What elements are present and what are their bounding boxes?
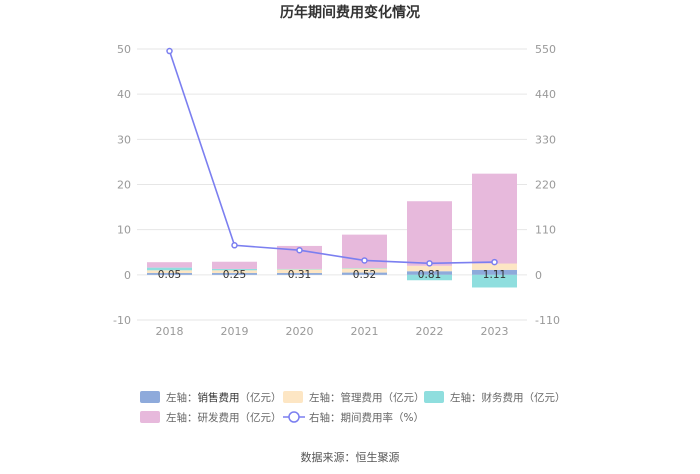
bar-财务费用-2023 <box>472 274 517 288</box>
legend: 左轴：销售费用（亿元） 左轴：管理费用（亿元） 左轴：财务费用（亿元） 左轴：研发费用… <box>140 391 566 424</box>
left-tick-label: 20 <box>117 179 131 192</box>
left-tick-label: 50 <box>117 43 131 56</box>
legend-label: 左轴：销售费用（亿元） <box>166 391 282 404</box>
bar-管理费用-2023 <box>472 263 517 270</box>
right-tick-label: 440 <box>535 88 556 101</box>
data-label: 0.52 <box>353 269 376 281</box>
left-axis: -10 0 10 20 30 40 50 <box>113 43 131 327</box>
bar-研发费用-2023 <box>472 173 517 264</box>
rate-point-2020 <box>296 246 303 254</box>
bar-销售费用-2021 <box>342 272 387 275</box>
legend-swatch-marker <box>288 411 300 423</box>
legend-swatch <box>283 391 303 403</box>
x-tick-label: 2020 <box>286 325 314 338</box>
legend-label: 左轴：研发费用（亿元） <box>166 411 282 424</box>
legend-swatch <box>140 411 160 423</box>
right-axis: -110 0 110 220 330 440 550 <box>535 43 560 327</box>
source-note: 数据来源：恒生聚源 <box>301 450 400 464</box>
data-labels: 0.05 0.25 0.31 0.52 0.81 1.11 <box>158 269 506 281</box>
legend-item-研发费用: 左轴：研发费用（亿元） <box>140 411 282 424</box>
rate-point-2023 <box>491 258 498 266</box>
legend-item-财务费用: 左轴：财务费用（亿元） <box>424 391 566 404</box>
bar-管理费用-2021 <box>342 268 387 273</box>
x-tick-label: 2018 <box>156 325 184 338</box>
right-tick-label: 330 <box>535 133 556 146</box>
bars <box>147 173 517 288</box>
bar-销售费用-2018 <box>147 273 192 275</box>
legend-swatch <box>140 391 160 403</box>
x-tick-label: 2021 <box>351 325 379 338</box>
left-tick-label: -10 <box>113 314 131 327</box>
bar-财务费用-2021 <box>342 268 387 269</box>
bar-销售费用-2023 <box>472 269 517 275</box>
rate-point-2018 <box>166 47 173 55</box>
left-tick-label: 40 <box>117 88 131 101</box>
bar-研发费用-2019 <box>212 261 257 269</box>
data-label: 1.11 <box>483 269 506 281</box>
grid <box>137 48 527 321</box>
bar-研发费用-2022 <box>407 201 452 266</box>
chart-title: 历年期间费用变化情况 <box>280 4 420 21</box>
rate-point-2019 <box>231 242 238 249</box>
x-axis: 2018 2019 2020 2021 2022 2023 <box>156 325 509 338</box>
right-tick-label: 110 <box>535 224 556 237</box>
rate-point-2022 <box>426 260 433 267</box>
x-tick-label: 2022 <box>416 325 444 338</box>
bar-管理费用-2018 <box>147 270 192 274</box>
right-tick-label: -110 <box>535 314 560 327</box>
right-tick-label: 550 <box>535 43 556 56</box>
right-tick-label: 220 <box>535 179 556 192</box>
data-label: 0.81 <box>418 269 441 281</box>
rate-line-path <box>168 50 495 265</box>
legend-label: 左轴：管理费用（亿元） <box>309 391 425 404</box>
right-tick-label: 0 <box>535 269 542 282</box>
legend-item-销售费用: 左轴：销售费用（亿元） <box>140 391 282 404</box>
data-label: 0.31 <box>288 269 311 281</box>
rate-line <box>166 47 498 267</box>
rate-point-2021 <box>361 257 368 264</box>
left-tick-label: 30 <box>117 133 131 146</box>
bar-财务费用-2020 <box>277 268 322 270</box>
x-tick-label: 2019 <box>221 325 249 338</box>
left-tick-label: 0 <box>124 269 131 282</box>
left-tick-label: 10 <box>117 224 131 237</box>
legend-swatch <box>424 391 444 403</box>
bar-销售费用-2020 <box>277 273 322 275</box>
bar-管理费用-2020 <box>277 269 322 274</box>
x-tick-label: 2023 <box>481 325 509 338</box>
bar-研发费用-2018 <box>147 262 192 268</box>
legend-label: 右轴：期间费用率（%） <box>309 411 424 424</box>
bar-销售费用-2019 <box>212 273 257 275</box>
bar-销售费用-2022 <box>407 271 452 275</box>
legend-item-管理费用: 左轴：管理费用（亿元） <box>283 391 425 404</box>
bar-财务费用-2018 <box>147 267 192 271</box>
bar-财务费用-2022 <box>407 274 452 281</box>
bar-财务费用-2019 <box>212 268 257 271</box>
data-label: 0.25 <box>223 269 246 281</box>
bar-管理费用-2022 <box>407 265 452 272</box>
bar-管理费用-2019 <box>212 270 257 274</box>
data-label: 0.05 <box>158 269 181 281</box>
legend-item-期间费用率: 右轴：期间费用率（%） <box>283 411 424 424</box>
legend-label: 左轴：财务费用（亿元） <box>450 391 566 404</box>
